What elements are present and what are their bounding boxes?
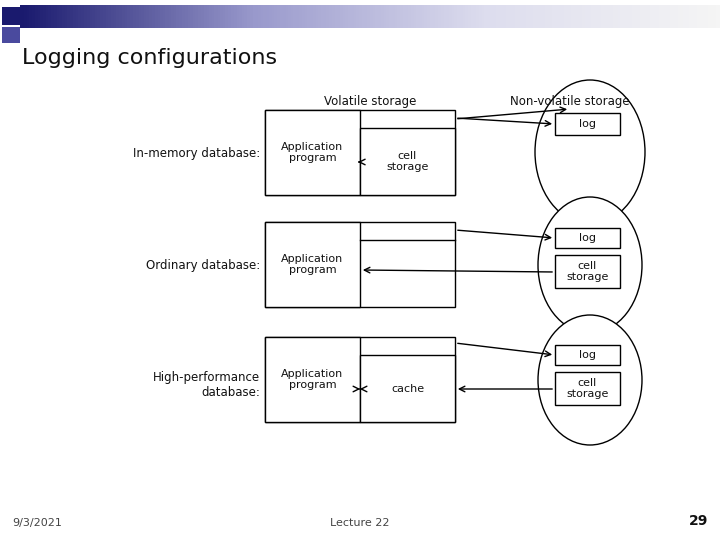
Text: Volatile storage: Volatile storage [324, 95, 416, 108]
Text: cache: cache [391, 383, 424, 394]
Ellipse shape [538, 315, 642, 445]
Bar [265, 110, 360, 195]
Text: In-memory database:: In-memory database: [132, 146, 260, 159]
Bar [265, 337, 455, 422]
Bar [555, 345, 620, 365]
Text: 9/3/2021: 9/3/2021 [12, 518, 62, 528]
Text: 29: 29 [688, 514, 708, 528]
Ellipse shape [535, 80, 645, 224]
Text: log: log [579, 233, 596, 243]
Bar [2, 7, 20, 25]
Bar [555, 228, 620, 248]
Text: Application
program: Application program [282, 141, 343, 163]
Text: Ordinary database:: Ordinary database: [145, 259, 260, 272]
Bar [2, 27, 20, 43]
Bar [360, 355, 455, 422]
Bar [265, 337, 360, 422]
Text: Application
program: Application program [282, 369, 343, 390]
Text: Non-volatile storage: Non-volatile storage [510, 95, 630, 108]
Text: cell
storage: cell storage [567, 261, 608, 282]
Bar [265, 110, 455, 195]
Bar [265, 222, 360, 307]
Text: Application
program: Application program [282, 254, 343, 275]
Bar [360, 128, 455, 195]
Bar [555, 113, 620, 135]
Bar [265, 222, 455, 307]
Text: log: log [579, 119, 596, 129]
Text: cell
storage: cell storage [387, 151, 428, 172]
Text: cell
storage: cell storage [567, 377, 608, 399]
Bar [555, 255, 620, 288]
Text: Lecture 22: Lecture 22 [330, 518, 390, 528]
Bar [555, 372, 620, 405]
Text: log: log [579, 350, 596, 360]
Ellipse shape [538, 197, 642, 333]
Text: Logging configurations: Logging configurations [22, 48, 277, 68]
Text: High-performance
database:: High-performance database: [153, 371, 260, 399]
